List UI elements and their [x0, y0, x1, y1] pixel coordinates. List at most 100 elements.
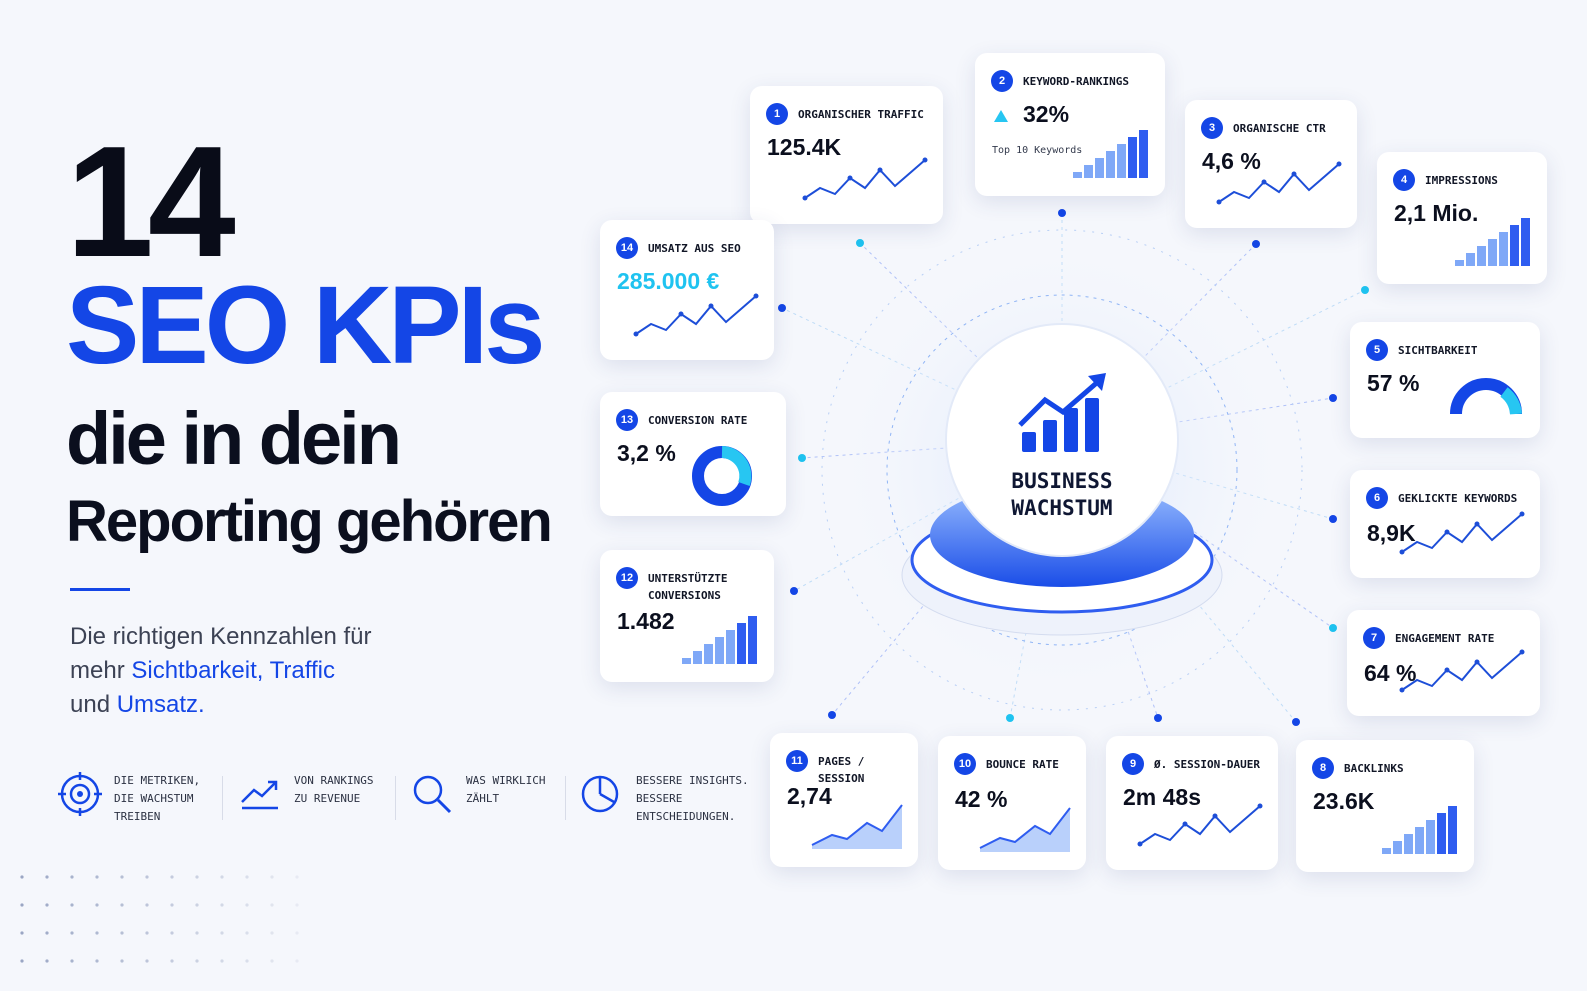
mini-bar: [1510, 225, 1519, 266]
connector-dot: [856, 239, 864, 247]
dot: [195, 903, 199, 907]
intro-line: und Umsatz.: [70, 688, 372, 722]
kpi-title: BOUNCE RATE: [986, 758, 1059, 771]
connector-dot: [1252, 240, 1260, 248]
sparkline: [1218, 163, 1340, 203]
dot: [120, 903, 124, 907]
sparkline-dot: [708, 303, 714, 309]
sparkline-dot: [1291, 171, 1297, 177]
center-line: BUSINESS: [1011, 469, 1113, 493]
dot: [20, 903, 24, 907]
feature-line: WAS WIRKLICH: [466, 774, 546, 787]
kpi-number: 14: [616, 237, 638, 259]
kpi-title: ORGANISCHE CTR: [1233, 122, 1326, 135]
connector-dot: [1058, 209, 1066, 217]
mini-bar: [1477, 246, 1486, 266]
dot: [295, 875, 299, 879]
icon-part: [268, 780, 278, 790]
dot: [20, 931, 24, 935]
dot: [95, 903, 99, 907]
kpi-card: 4 IMPRESSIONS 2,1 Mio.: [1377, 152, 1547, 284]
separator: [395, 776, 396, 820]
kpi-title: Ø. SESSION-DAUER: [1154, 758, 1260, 771]
feature-line: ENTSCHEIDUNGEN.: [636, 810, 736, 823]
kpi-value: 4,6 %: [1202, 148, 1261, 174]
dot: [20, 875, 24, 879]
mini-bar: [1437, 813, 1446, 854]
dot: [70, 903, 74, 907]
kpi-chart: [1216, 161, 1342, 205]
kpi-card: 11 PAGES / SESSION 2,74: [770, 733, 918, 867]
kpi-number: 13: [616, 409, 638, 431]
connector: [1061, 439, 1334, 629]
dot: [270, 931, 274, 935]
mini-bar: [1426, 820, 1435, 854]
kpi-card: 1 ORGANISCHER TRAFFIC 125.4K: [750, 86, 943, 224]
feature: BESSERE INSIGHTS. BESSERE ENTSCHEIDUNGEN.: [580, 772, 749, 826]
kpi-card: 5 SICHTBARKEIT 57 %: [1350, 322, 1540, 438]
feature-line: DIE METRIKEN,: [114, 774, 201, 787]
kpi-value: 42 %: [955, 786, 1008, 812]
sparkline-dot: [922, 157, 928, 163]
dot: [295, 903, 299, 907]
kpi-title: ORGANISCHER TRAFFIC: [798, 108, 924, 121]
kpi-card: 3 ORGANISCHE CTR 4,6 %: [1185, 100, 1357, 228]
kpi-number: 12: [616, 567, 638, 589]
ring: [821, 229, 1303, 711]
dot: [120, 875, 124, 879]
mini-bar: [1382, 848, 1391, 854]
dot: [245, 959, 249, 963]
trend-icon: [994, 110, 1008, 122]
dot: [70, 959, 74, 963]
dot: [45, 875, 49, 879]
kpi-card: 13 CONVERSION RATE 3,2 %: [600, 392, 786, 516]
feature-line: DIE WACHSTUM: [114, 792, 194, 805]
kpi-number: 8: [1312, 757, 1334, 779]
dot: [195, 959, 199, 963]
mini-bar: [1455, 260, 1464, 266]
dot: [270, 875, 274, 879]
kpi-chart: [682, 616, 757, 664]
kpi-title: UMSATZ AUS SEO: [648, 242, 741, 255]
sparkline-dot: [1474, 521, 1480, 527]
kpi-chart: [1073, 130, 1148, 178]
mini-bar: [1095, 158, 1104, 178]
intro-text: mehr: [70, 657, 125, 684]
kpi-title: CONVERSION RATE: [648, 414, 748, 427]
headline-number: 14: [66, 114, 236, 290]
kpi-value: 2,1 Mio.: [1394, 200, 1479, 226]
icon-part: [436, 798, 452, 814]
dot: [245, 931, 249, 935]
dot: [95, 959, 99, 963]
connector-dot: [828, 711, 836, 719]
connector-dot: [798, 454, 806, 462]
dot: [145, 931, 149, 935]
growth-icon: [1018, 373, 1106, 452]
dot: [95, 931, 99, 935]
kpi-title: PAGES / SESSION: [818, 755, 865, 785]
kpi-sub: Top 10 Keywords: [992, 145, 1083, 156]
kpi-chart: [692, 446, 752, 506]
feature: WAS WIRKLICH ZÄHLT: [410, 772, 545, 816]
icon-part: [58, 772, 102, 816]
kpi-value: 3,2 %: [617, 440, 676, 466]
mini-bar: [1521, 218, 1530, 266]
feature-line: VON RANKINGS: [294, 774, 374, 787]
feature-line: ZÄHLT: [466, 792, 500, 805]
mini-bar: [715, 637, 724, 664]
connector-dot: [1006, 714, 1014, 722]
center-circle: [945, 323, 1179, 557]
dot: [295, 959, 299, 963]
feature-line: TREIBEN: [114, 810, 161, 823]
kpi-title: GEKLICKTE KEYWORDS: [1398, 492, 1518, 505]
feature-text: DIE METRIKEN, DIE WACHSTUM TREIBEN: [114, 772, 200, 826]
feature-text: BESSERE INSIGHTS. BESSERE ENTSCHEIDUNGEN.: [636, 772, 749, 826]
sparkline-dot: [1212, 813, 1218, 819]
mini-bar: [704, 644, 713, 664]
kpi-card: 8 BACKLINKS 23.6K: [1296, 740, 1474, 872]
kpi-title: SICHTBARKEIT: [1398, 344, 1478, 357]
mini-bar: [1404, 834, 1413, 854]
kpi-value: 64 %: [1364, 660, 1417, 686]
feature-text: VON RANKINGS ZU REVENUE: [294, 772, 373, 816]
